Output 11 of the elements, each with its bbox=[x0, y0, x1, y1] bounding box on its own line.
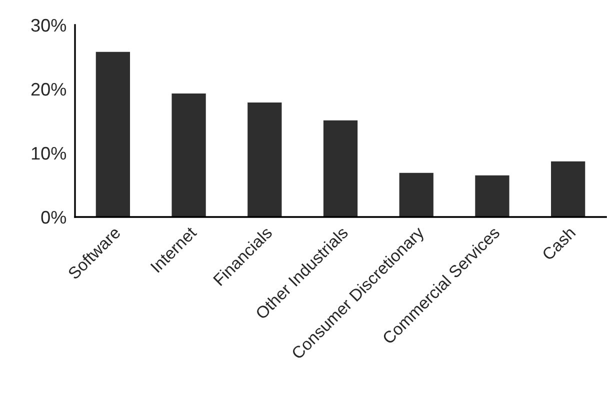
bar bbox=[399, 172, 434, 217]
bar bbox=[248, 102, 282, 217]
y-tick-label: 10% bbox=[32, 146, 66, 160]
y-tick-label: 20% bbox=[31, 82, 66, 96]
bar bbox=[323, 120, 358, 217]
bar bbox=[475, 175, 510, 217]
bar bbox=[96, 52, 130, 217]
y-tick-label: 0% bbox=[41, 210, 66, 224]
bar bbox=[551, 161, 586, 217]
bar bbox=[172, 93, 206, 217]
y-tick-label: 30% bbox=[31, 18, 66, 32]
